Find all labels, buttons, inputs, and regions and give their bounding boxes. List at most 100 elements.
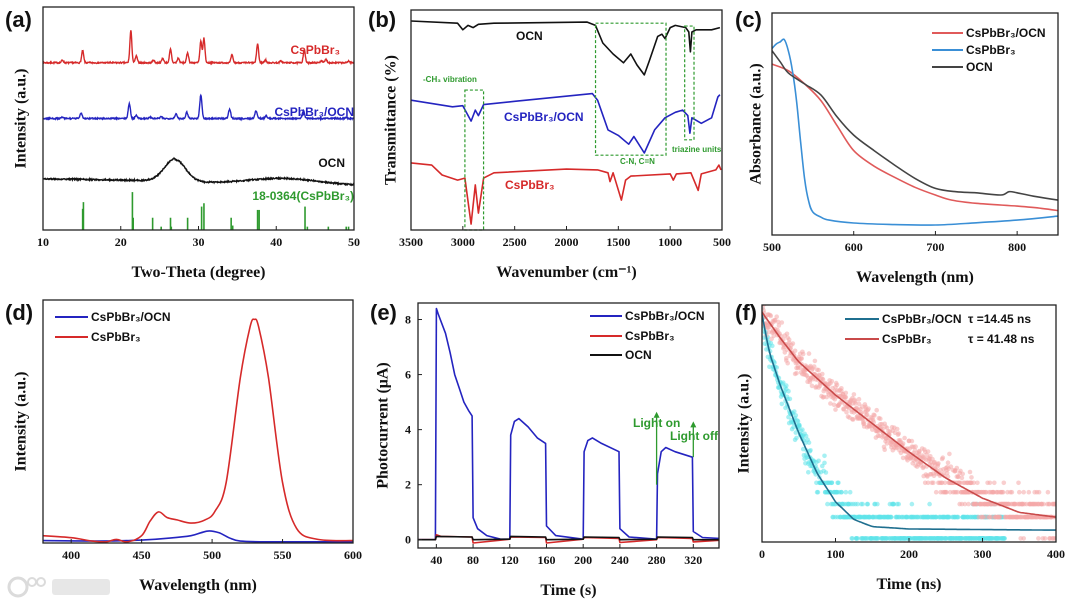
x-tick-label: 400 <box>62 548 80 562</box>
y-axis-label: Intensity (a.u.) <box>13 371 30 471</box>
data-point <box>787 396 793 402</box>
panel-c: (c) CsPbBr₃/OCN CsPbBr₃ OCN 500 600 700 800 Wave… <box>735 7 1059 286</box>
y-tick-label: 8 <box>405 313 411 327</box>
x-tick-label: 100 <box>827 547 845 561</box>
series-line-1 <box>43 318 353 543</box>
panel-label: (d) <box>5 300 33 325</box>
data-point <box>799 356 804 361</box>
x-tick-label: 800 <box>1008 240 1026 254</box>
data-point <box>1045 489 1051 495</box>
data-point <box>767 364 772 370</box>
x-tick-label: 550 <box>274 548 292 562</box>
x-tick-label: 80 <box>467 553 479 567</box>
data-point <box>794 435 799 441</box>
series-line-1 <box>772 38 1058 226</box>
data-point <box>833 407 838 412</box>
data-point <box>774 314 779 320</box>
x-tick-label: 300 <box>974 547 992 561</box>
data-point <box>975 480 980 486</box>
data-point <box>954 465 960 471</box>
data-point <box>790 341 796 346</box>
data-point <box>768 313 774 319</box>
data-point <box>947 451 952 457</box>
data-point <box>775 319 781 325</box>
legend-label: CsPbBr₃ <box>91 330 141 344</box>
data-point <box>959 475 965 481</box>
data-point <box>945 460 951 466</box>
y-tick-label: 6 <box>405 368 411 382</box>
data-point <box>931 480 936 486</box>
series-line-0 <box>772 63 1058 212</box>
data-point <box>807 379 813 385</box>
data-point <box>1021 536 1026 541</box>
data-point <box>779 320 785 325</box>
plot-area <box>762 305 1056 541</box>
data-point <box>785 360 790 366</box>
data-point <box>872 413 877 418</box>
data-point <box>948 464 954 470</box>
data-point <box>987 480 993 486</box>
plot-area <box>43 318 353 543</box>
data-point <box>925 449 931 454</box>
data-point <box>896 431 901 436</box>
series-line-1 <box>43 93 354 122</box>
data-point <box>800 351 806 357</box>
legend-label: OCN <box>625 348 652 362</box>
x-tick-label: 120 <box>501 553 519 567</box>
data-point <box>1053 501 1056 507</box>
data-point <box>864 412 870 417</box>
data-point <box>816 458 821 464</box>
annotation-label: triazine units <box>672 145 722 154</box>
series-label: CsPbBr₃/OCN <box>274 105 354 119</box>
data-point <box>942 480 948 486</box>
data-point <box>792 409 797 414</box>
data-point <box>850 417 856 422</box>
data-point <box>806 470 811 475</box>
legend-label: CsPbBr₃/OCN <box>91 310 171 324</box>
series-line-0 <box>43 530 353 543</box>
data-point <box>955 514 961 520</box>
data-point <box>896 501 901 507</box>
data-point <box>806 351 812 356</box>
data-point <box>1021 489 1026 495</box>
data-point <box>786 337 792 342</box>
data-point <box>960 471 965 477</box>
data-point <box>793 430 799 435</box>
data-point <box>809 383 815 389</box>
data-point <box>856 396 862 402</box>
x-tick-label: 50 <box>348 235 360 249</box>
legend-label: OCN <box>966 60 993 74</box>
data-point <box>860 501 865 507</box>
data-point <box>793 413 799 418</box>
data-point <box>889 514 894 520</box>
data-point <box>794 370 799 376</box>
reference-label: 18-0364(CsPbBr₃) <box>252 189 354 203</box>
series-label: OCN <box>516 29 543 43</box>
panel-label: (b) <box>368 7 396 32</box>
series-line-0 <box>43 30 354 66</box>
data-point <box>786 389 791 394</box>
plot-frame <box>417 302 720 549</box>
panel-label: (f) <box>735 300 757 325</box>
annotation-label: Light on <box>633 416 680 430</box>
data-point <box>884 441 890 446</box>
x-axis-label: Two-Theta (degree) <box>131 264 265 281</box>
panel-label: (c) <box>735 7 762 32</box>
data-point <box>843 489 849 495</box>
data-point <box>1036 489 1042 495</box>
data-point <box>839 386 844 391</box>
series-line-2 <box>418 535 719 541</box>
x-tick-label: 40 <box>430 553 442 567</box>
x-tick-label: 600 <box>845 240 863 254</box>
plot-area <box>772 38 1058 226</box>
data-point <box>855 536 860 541</box>
data-point <box>875 501 880 507</box>
data-point <box>992 480 997 486</box>
plot-area <box>411 20 722 225</box>
data-point <box>800 427 805 433</box>
data-point <box>944 489 949 495</box>
data-point <box>940 455 946 461</box>
data-point <box>900 441 906 446</box>
data-point <box>856 401 862 407</box>
data-point <box>997 514 1003 520</box>
